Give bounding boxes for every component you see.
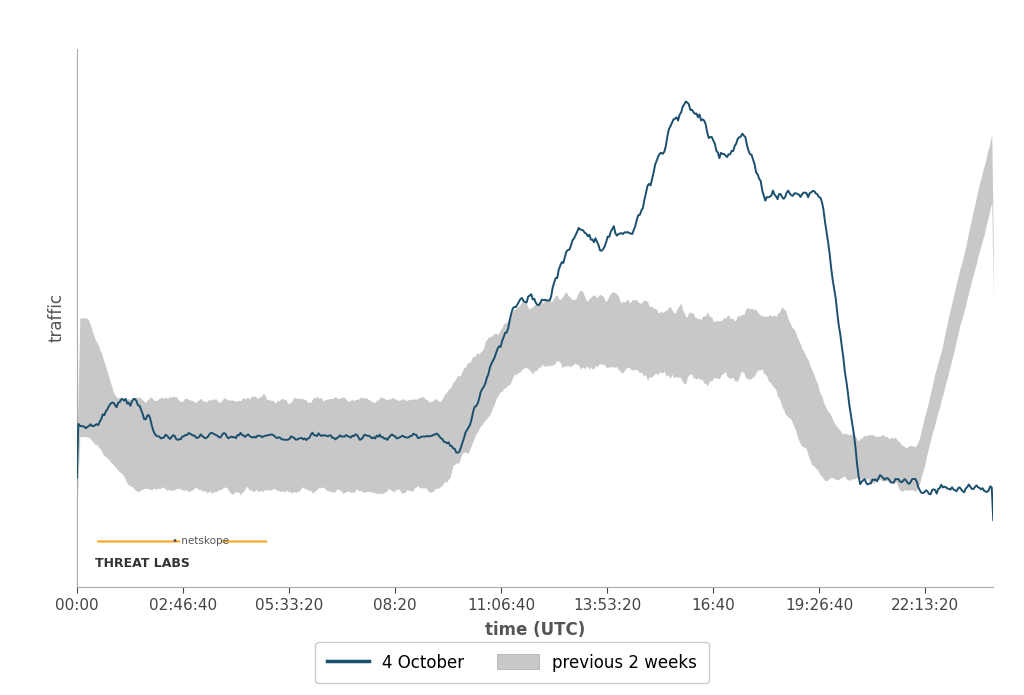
Text: THREAT LABS: THREAT LABS	[95, 557, 190, 569]
Legend: 4 October, previous 2 weeks: 4 October, previous 2 weeks	[315, 642, 709, 683]
Text: • netskope: • netskope	[172, 537, 229, 546]
X-axis label: time (UTC): time (UTC)	[485, 621, 585, 639]
Y-axis label: traffic: traffic	[48, 293, 66, 343]
